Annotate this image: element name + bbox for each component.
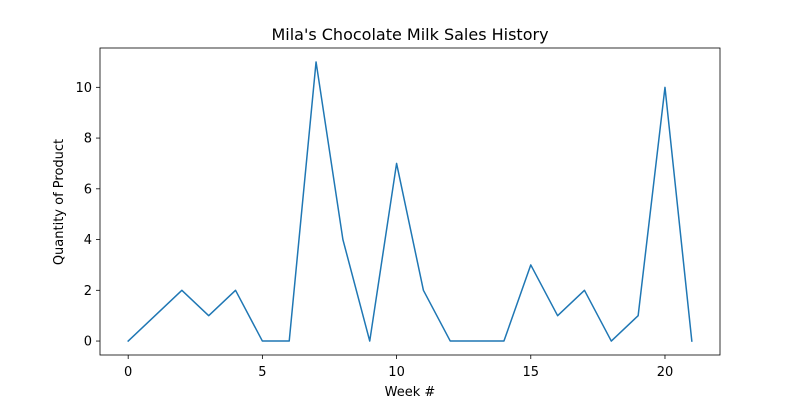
x-tick-label: 0: [124, 365, 132, 380]
plot-frame: [99, 47, 721, 356]
x-tick-label: 20: [657, 365, 674, 380]
plot-area: [100, 48, 720, 355]
y-tick-label: 4: [84, 233, 92, 248]
x-tick-label: 5: [258, 365, 266, 380]
y-tick-label: 2: [84, 284, 92, 299]
x-tick-label: 10: [388, 365, 405, 380]
y-tick-label: 0: [84, 335, 92, 350]
y-tick-label: 8: [84, 132, 92, 147]
y-axis-ticks: 0 2 4 6 8 10: [75, 81, 100, 350]
y-axis-label: Quantity of Product: [52, 139, 67, 265]
x-axis-ticks: 0 5 10 15 20: [124, 355, 673, 380]
chart-title: Mila's Chocolate Milk Sales History: [271, 25, 548, 44]
y-tick-label: 6: [84, 182, 92, 197]
series-layer: [127, 61, 693, 343]
y-tick-label: 10: [75, 81, 92, 96]
x-tick-label: 15: [523, 365, 540, 380]
series-line: [127, 61, 693, 343]
x-axis-label: Week #: [385, 385, 436, 400]
